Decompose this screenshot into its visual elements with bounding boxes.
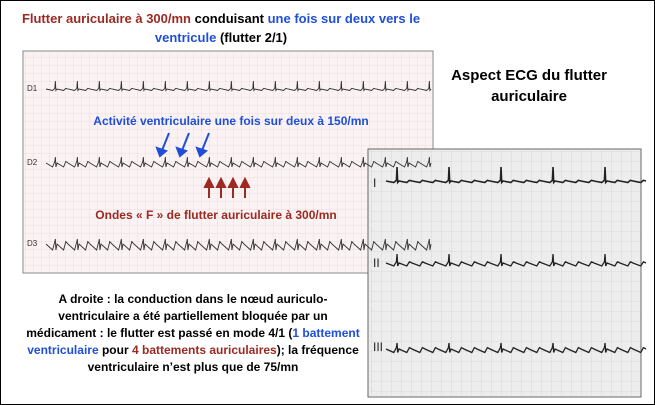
right-title: Aspect ECG du flutter auriculaire (449, 65, 609, 107)
header-part: conduisant (195, 11, 264, 26)
footer-part: 4 battements auriculaires (132, 343, 277, 357)
footer: A droite : la conduction dans le nœud au… (23, 291, 363, 376)
header: Flutter auriculaire à 300/mn conduisant … (21, 9, 421, 47)
annotation-red: Ondes « F » de flutter auriculaire à 300… (95, 208, 336, 222)
lead-label: D1 (27, 84, 38, 93)
lead-label: III (373, 340, 383, 354)
header-part: (flutter 2/1) (220, 30, 287, 45)
slide: D1D2D3 IIIIII Activité ventriculaire une… (0, 0, 655, 405)
right-ecg-grid (368, 149, 641, 397)
annotation-blue: Activité ventriculaire une fois sur deux… (93, 114, 368, 128)
lead-label: II (373, 256, 380, 270)
lead-label: D2 (27, 158, 38, 167)
footer-part: pour (102, 343, 129, 357)
lead-label: I (373, 176, 376, 190)
lead-label: D3 (27, 239, 38, 248)
header-part: Flutter auriculaire à 300/mn (22, 11, 191, 26)
footer-part: A droite : la conduction dans le nœud au… (26, 292, 327, 340)
